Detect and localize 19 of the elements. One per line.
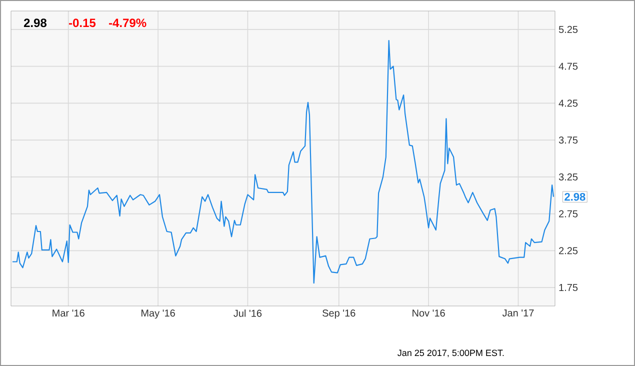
y-tick-label: 4.75 xyxy=(558,62,578,70)
y-tick-label: 4.25 xyxy=(558,100,578,107)
annotation: -4.79% xyxy=(109,18,146,28)
y-tick-label: 3.25 xyxy=(558,173,578,180)
text: Jan 25 2017, 5:00PM EST. xyxy=(398,350,504,358)
x-tick-label: Mar '16 xyxy=(52,310,84,317)
x-tick-label: Nov '16 xyxy=(412,310,445,317)
x-tick-label: May '16 xyxy=(141,310,175,319)
y-tick-label: 5.25 xyxy=(558,26,578,33)
annotation: 2.98 xyxy=(564,192,586,201)
y-tick-label: 1.75 xyxy=(559,284,578,292)
annotation: 2.98 xyxy=(24,18,47,28)
annotation: -0.15 xyxy=(69,18,96,28)
x-tick-label: Sep '16 xyxy=(322,310,356,319)
y-tick-label: 2.25 xyxy=(559,247,578,254)
y-tick-label: 2.75 xyxy=(559,210,578,218)
y-tick-label: 3.75 xyxy=(558,136,578,144)
x-tick-label: Jan '17 xyxy=(502,310,534,316)
x-tick-label: Jul '16 xyxy=(234,310,262,317)
